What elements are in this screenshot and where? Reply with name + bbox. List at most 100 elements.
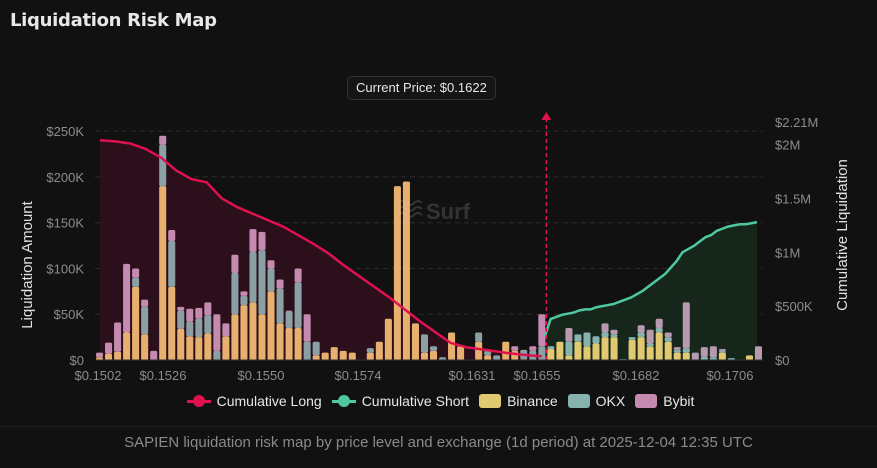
bar-segment-binance: [448, 332, 456, 360]
bar-segment-binance: [574, 341, 582, 360]
bar-segment-okx: [366, 348, 374, 353]
legend-label: Bybit: [663, 393, 695, 409]
bar-segment-okx: [258, 250, 266, 315]
legend: Cumulative Long Cumulative Short Binance…: [0, 393, 877, 409]
legend-label: Cumulative Long: [216, 393, 322, 409]
bar-segment-okx: [420, 334, 429, 353]
bar-segment-bybit: [529, 346, 537, 351]
bar-segment-bybit: [673, 347, 681, 350]
bar-segment-binance: [393, 186, 401, 360]
x-tick-label: $0.1631: [449, 368, 496, 383]
bar-segment-okx: [547, 346, 555, 350]
bar-segment-binance: [718, 352, 726, 360]
bar-segment-okx: [429, 346, 438, 351]
bar-segment-binance: [267, 291, 275, 360]
bar-segment-okx: [267, 268, 275, 292]
y2-tick-label: $1M: [775, 245, 800, 260]
bar-segment-okx: [628, 337, 636, 340]
bar-segment-okx: [132, 277, 140, 287]
y2-tick-label: $2M: [775, 138, 800, 153]
y2-tick-label: $500K: [775, 299, 813, 314]
bar-segment-bybit: [664, 332, 672, 338]
bar-segment-binance: [502, 341, 510, 360]
cumulative-short-area: [544, 222, 757, 360]
bar-segment-bybit: [267, 260, 275, 269]
bar-segment-bybit: [294, 268, 302, 283]
bar-segment-bybit: [718, 349, 726, 351]
bar-segment-bybit: [285, 310, 293, 312]
current-price-arrow-icon: [541, 112, 552, 120]
bar-segment-bybit: [204, 302, 212, 316]
bar-segment-binance: [240, 305, 248, 360]
bar-segment-binance: [592, 343, 600, 360]
y-tick-label: $150K: [46, 216, 84, 231]
bar-segment-binance: [222, 336, 230, 360]
bar-segment-binance: [321, 352, 329, 360]
surf-logo-icon: [397, 200, 423, 218]
bar-segment-okx: [249, 251, 257, 303]
bar-segment-binance: [105, 353, 113, 360]
bar-segment-binance: [312, 355, 320, 360]
bar-segment-binance: [168, 286, 176, 360]
current-price-label: Current Price: $0.1622: [347, 76, 496, 100]
bar-segment-bybit: [610, 329, 618, 335]
bar-segment-binance: [141, 334, 149, 360]
legend-swatch-icon: [479, 394, 502, 408]
bar-segment-okx: [565, 341, 573, 356]
bar-segment-binance: [384, 318, 392, 360]
bar-segment-bybit: [538, 314, 546, 347]
chart-panel: Liquidation Risk Map $0 $50K $100K $150K $20…: [0, 10, 877, 409]
legend-item-cumulative-short[interactable]: Cumulative Short: [331, 393, 469, 409]
bar-segment-bybit: [195, 307, 203, 319]
bar-segment-binance: [159, 186, 167, 360]
bar-segment-okx: [475, 332, 483, 342]
x-tick-label: $0.1682: [613, 368, 660, 383]
bar-segment-binance: [565, 355, 573, 360]
y2-axis-label: Cumulative Liquidation: [834, 159, 851, 311]
bar-segment-binance: [511, 350, 519, 360]
bar-segment-binance: [475, 341, 483, 360]
bar-segment-okx: [312, 341, 320, 356]
bar-segment-okx: [574, 334, 582, 342]
bar-segment-bybit: [141, 299, 149, 307]
bar-segment-binance: [664, 341, 672, 360]
bar-segment-bybit: [655, 318, 663, 328]
bar-segment-bybit: [105, 342, 113, 354]
bar-segment-binance: [95, 357, 104, 360]
legend-item-cumulative-long[interactable]: Cumulative Long: [186, 393, 322, 409]
bar-segment-okx: [592, 336, 600, 344]
bar-segment-okx: [294, 282, 302, 328]
bar-segment-okx: [700, 356, 708, 360]
cumulative-long-area: [100, 140, 542, 360]
legend-item-binance[interactable]: Binance: [479, 393, 558, 409]
watermark-text: Surf: [426, 199, 471, 224]
bar-segment-binance: [745, 355, 753, 360]
bar-segment-binance: [547, 349, 555, 360]
bar-segment-okx: [673, 349, 681, 353]
bar-segment-bybit: [565, 327, 573, 342]
y-tick-label: $100K: [46, 261, 84, 276]
cumulative-long-line: [99, 139, 542, 358]
bar-segment-okx: [231, 273, 239, 315]
bar-segment-binance: [294, 327, 302, 360]
bar-segment-binance: [258, 314, 266, 360]
bar-segment-okx: [168, 241, 176, 287]
bar-segment-binance: [330, 347, 338, 360]
bar-segment-binance: [682, 352, 690, 360]
legend-item-okx[interactable]: OKX: [567, 393, 625, 409]
legend-item-bybit[interactable]: Bybit: [635, 393, 694, 409]
bar-segment-binance: [583, 346, 591, 360]
bar-segment-okx: [141, 306, 149, 335]
bar-segment-bybit: [150, 350, 158, 360]
bar-segment-okx: [204, 315, 212, 334]
bar-segment-bybit: [240, 291, 248, 296]
bar-segment-bybit: [168, 230, 176, 241]
bar-segment-binance: [348, 352, 356, 360]
bar-segment-binance: [646, 346, 654, 360]
x-tick-label: $0.1502: [75, 368, 122, 383]
bar-segment-okx: [709, 357, 717, 360]
bar-segment-bybit: [132, 268, 140, 278]
legend-swatch-icon: [567, 394, 590, 408]
bar-segment-okx: [159, 144, 167, 187]
bar-segment-bybit: [213, 314, 221, 351]
